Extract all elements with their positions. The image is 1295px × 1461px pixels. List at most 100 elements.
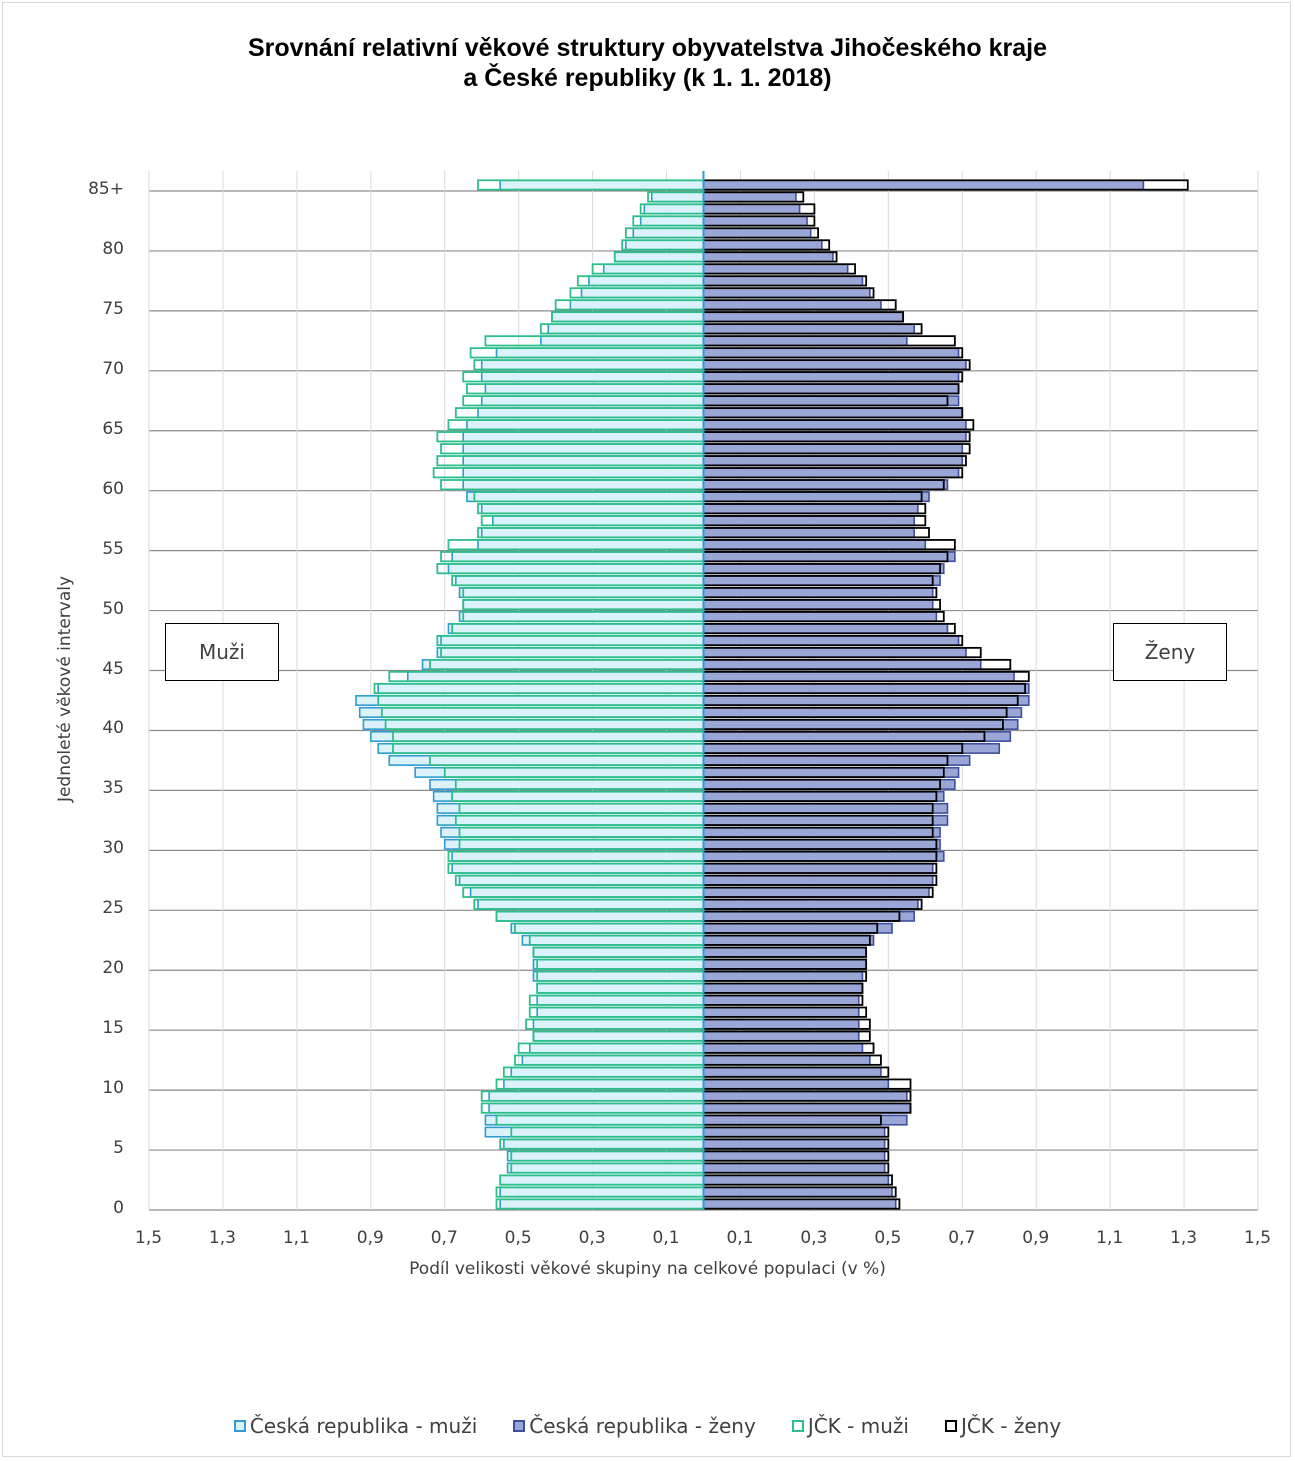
bar-cr-men-age-4 — [506, 1150, 705, 1162]
bar-cr-men-age-39 — [369, 730, 705, 742]
bar-cr-men-age-25 — [477, 898, 705, 910]
x-tick-label: 0,7 — [948, 1228, 976, 1248]
x-tick-label: 0,1 — [726, 1228, 754, 1248]
bar-cr-men-age-1 — [499, 1186, 705, 1198]
bar-cr-men-age-81 — [632, 227, 705, 239]
bar-cr-men-age-73 — [547, 323, 705, 335]
bar-cr-men-age-50 — [462, 599, 705, 611]
y-tick-label: 50 — [102, 598, 124, 619]
bar-cr-women-age-48 — [702, 623, 949, 635]
bar-cr-women-age-14 — [702, 1030, 860, 1042]
legend-item-cr-men: Česká republika - muži — [233, 1414, 478, 1438]
bar-cr-men-age-12 — [521, 1054, 705, 1066]
bar-cr-women-age-30 — [702, 838, 941, 850]
bar-cr-women-age-35 — [702, 778, 956, 790]
legend-label-cr-men: Česká republika - muži — [249, 1414, 478, 1438]
bar-cr-women-age-9 — [702, 1090, 908, 1102]
legend-item-cr-women: Česká republika - ženy — [513, 1414, 756, 1438]
bar-cr-men-age-68 — [484, 383, 705, 395]
bar-cr-women-age-31 — [702, 826, 941, 838]
bar-cr-women-age-27 — [702, 874, 934, 886]
bar-cr-women-age-49 — [702, 611, 938, 623]
bar-cr-women-age-83 — [702, 203, 801, 215]
bar-cr-men-age-80 — [625, 239, 705, 251]
bar-cr-men-age-6 — [484, 1126, 705, 1138]
bar-cr-women-age-69 — [702, 371, 960, 383]
bar-cr-women-age-5 — [702, 1138, 886, 1150]
y-tick-label: 65 — [102, 418, 124, 439]
bar-cr-women-age-18 — [702, 982, 864, 994]
bar-cr-men-age-11 — [510, 1066, 705, 1078]
legend-label-jck-men: JČK - muži — [807, 1414, 909, 1438]
bar-cr-women-age-36 — [702, 766, 960, 778]
legend-swatch-cr-men — [233, 1420, 246, 1432]
legend-item-jck-women: JČK - ženy — [944, 1414, 1061, 1438]
x-tick-label: 1,5 — [1244, 1228, 1272, 1248]
bar-cr-men-age-49 — [458, 611, 705, 623]
bar-cr-women-age-52 — [702, 575, 941, 587]
bar-cr-men-age-7 — [484, 1114, 705, 1126]
chart-title: Srovnání relativní věkové struktury obyv… — [0, 33, 1295, 93]
bar-cr-men-age-48 — [447, 623, 705, 635]
bar-cr-men-age-60 — [462, 479, 705, 491]
bar-cr-men-age-10 — [503, 1078, 705, 1090]
legend-swatch-jck-women — [944, 1420, 957, 1432]
bar-cr-women-age-61 — [702, 467, 960, 479]
bar-cr-men-age-41 — [358, 706, 705, 718]
bar-cr-men-age-70 — [480, 359, 705, 371]
y-tick-label: 10 — [102, 1078, 124, 1099]
bar-cr-women-age-63 — [702, 443, 964, 455]
bar-cr-men-age-33 — [436, 802, 705, 814]
bar-cr-men-age-17 — [536, 994, 705, 1006]
x-tick-label: 0,3 — [800, 1228, 828, 1248]
bar-cr-men-age-26 — [469, 886, 705, 898]
bar-cr-women-age-80 — [702, 239, 823, 251]
bar-cr-women-age-16 — [702, 1006, 860, 1018]
bar-cr-women-age-76 — [702, 287, 871, 299]
bar-cr-men-age-32 — [436, 814, 705, 826]
x-tick-label: 0,3 — [578, 1228, 606, 1248]
bar-cr-women-age-57 — [702, 515, 916, 527]
y-axis-label-text: Jednoleté věkové intervaly — [55, 575, 75, 803]
bar-cr-men-age-20 — [532, 958, 705, 970]
bar-cr-men-age-53 — [447, 563, 705, 575]
bar-cr-women-age-20 — [702, 958, 867, 970]
bar-cr-men-age-27 — [458, 874, 705, 886]
bar-cr-women-age-23 — [702, 922, 893, 934]
chart-title-line-2: a České republiky (k 1. 1. 2018) — [463, 64, 832, 92]
bar-cr-women-age-50 — [702, 599, 934, 611]
bar-cr-women-age-47 — [702, 635, 960, 647]
bar-cr-men-age-28 — [451, 862, 705, 874]
bar-cr-women-age-26 — [702, 886, 930, 898]
bar-cr-men-age-31 — [440, 826, 705, 838]
bar-cr-men-age-5 — [503, 1138, 705, 1150]
bar-cr-women-age-74 — [702, 311, 904, 323]
y-tick-label: 15 — [102, 1018, 124, 1039]
bar-cr-women-age-32 — [702, 814, 949, 826]
bar-cr-men-age-34 — [432, 790, 705, 802]
bar-cr-men-age-75 — [569, 299, 705, 311]
x-tick-label: 1,1 — [282, 1228, 310, 1248]
bar-cr-women-age-22 — [702, 934, 875, 946]
bar-cr-women-age-24 — [702, 910, 916, 922]
bar-cr-women-age-65 — [702, 419, 967, 431]
bar-cr-women-age-8 — [702, 1102, 912, 1114]
bar-cr-men-age-76 — [580, 287, 705, 299]
bar-cr-men-age-62 — [462, 455, 705, 467]
bar-cr-women-age-66 — [702, 407, 964, 419]
y-tick-label: 30 — [102, 838, 124, 859]
bar-cr-women-age-43 — [702, 683, 1030, 695]
x-tick-label: 0,5 — [874, 1228, 902, 1248]
bar-cr-men-age-64 — [462, 431, 705, 443]
bar-cr-women-age-54 — [702, 551, 956, 563]
bar-cr-women-age-28 — [702, 862, 934, 874]
bar-cr-women-age-56 — [702, 527, 916, 539]
x-tick-label: 1,5 — [135, 1228, 163, 1248]
y-tick-label: 20 — [102, 958, 124, 979]
bar-cr-women-age-70 — [702, 359, 967, 371]
x-tick-label: 0,9 — [1022, 1228, 1050, 1248]
bar-cr-women-age-77 — [702, 275, 864, 287]
bar-cr-women-age-64 — [702, 431, 967, 443]
bar-cr-women-age-42 — [702, 694, 1030, 706]
